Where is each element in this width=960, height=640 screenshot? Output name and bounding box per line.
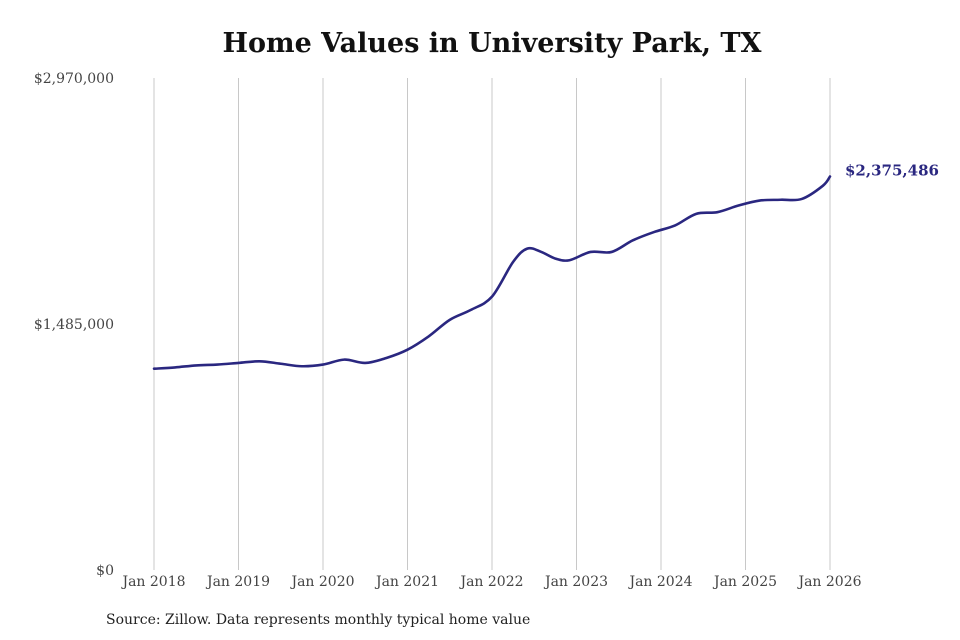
x-tick-label: Jan 2019	[205, 574, 270, 590]
x-tick-label: Jan 2026	[796, 574, 861, 590]
x-axis-ticks: Jan 2018 Jan 2019 Jan 2020 Jan 2021 Jan 2022…	[120, 574, 861, 590]
y-tick-label: $2,970,000	[34, 71, 114, 87]
x-tick-label: Jan 2024	[627, 574, 692, 590]
series-line	[152, 175, 832, 371]
grid-lines	[153, 78, 831, 570]
x-tick-label: Jan 2023	[543, 574, 608, 590]
x-tick-label: Jan 2025	[712, 574, 777, 590]
end-value-label: $2,375,486	[845, 161, 939, 179]
source-note: Source: Zillow. Data represents monthly …	[106, 612, 531, 628]
x-tick-label: Jan 2018	[120, 574, 185, 590]
x-tick-label: Jan 2022	[458, 574, 523, 590]
x-tick-label: Jan 2020	[289, 574, 354, 590]
y-axis-ticks: $0 $1,485,000 $2,970,000	[34, 71, 114, 579]
y-tick-label: $1,485,000	[34, 317, 114, 333]
chart-title: Home Values in University Park, TX	[222, 28, 762, 59]
y-tick-label: $0	[96, 563, 114, 579]
series-layer: $2,375,486	[152, 161, 939, 371]
x-tick-label: Jan 2021	[374, 574, 439, 590]
